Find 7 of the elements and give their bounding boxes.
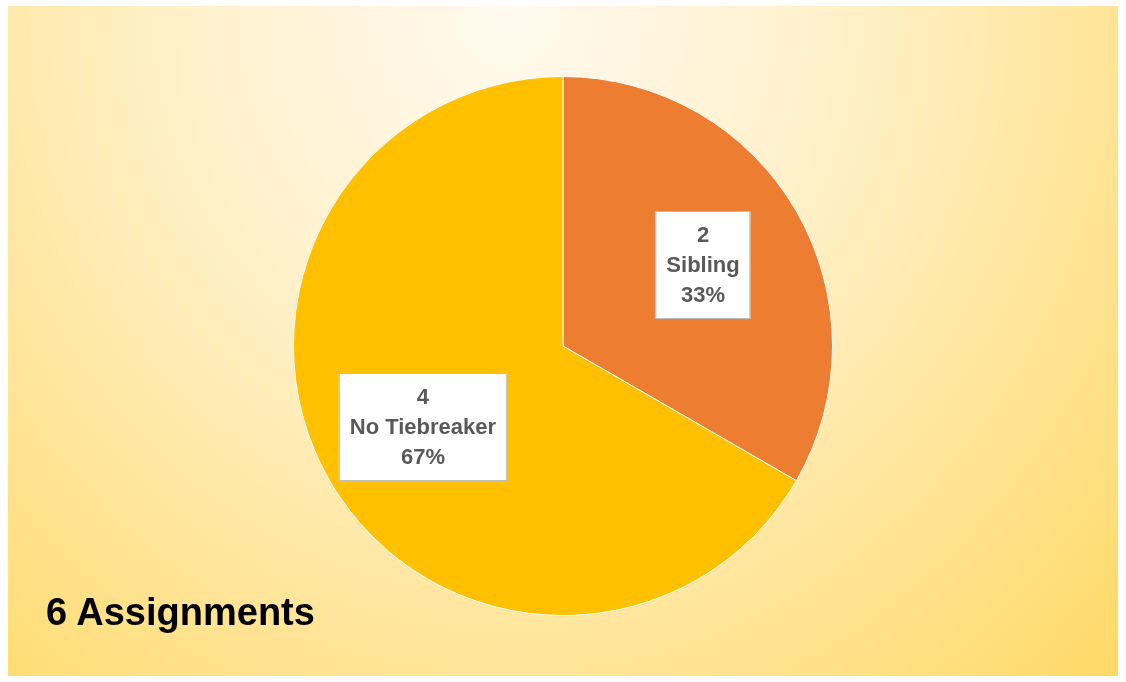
- data-label: 4: [415, 382, 431, 411]
- text: 6 Assignments: [46, 591, 315, 634]
- data-label: 2: [695, 221, 711, 250]
- slice-label: Sibling: [666, 251, 740, 280]
- callout-box: 2 Sibling 33%: [655, 211, 751, 320]
- slice-label: No Tiebreaker: [349, 412, 497, 441]
- callout-box: 4 No Tiebreaker 67%: [338, 372, 508, 481]
